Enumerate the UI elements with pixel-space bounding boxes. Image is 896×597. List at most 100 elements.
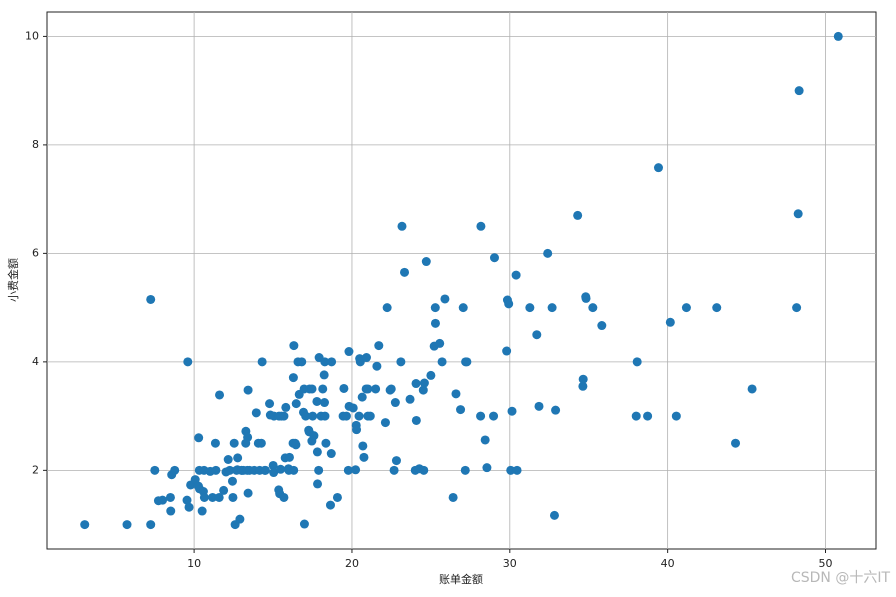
point xyxy=(225,465,235,475)
point xyxy=(391,456,401,466)
point xyxy=(326,449,336,459)
point xyxy=(243,432,253,442)
point xyxy=(284,452,294,462)
point xyxy=(374,341,384,351)
point xyxy=(352,425,362,435)
point xyxy=(665,317,675,327)
point xyxy=(348,403,358,413)
point xyxy=(532,330,542,340)
point xyxy=(228,492,238,502)
point xyxy=(419,465,429,475)
point xyxy=(208,492,218,502)
point xyxy=(365,411,375,421)
point xyxy=(578,381,588,391)
point xyxy=(265,399,275,409)
point xyxy=(489,253,499,263)
point xyxy=(405,394,415,404)
point xyxy=(341,411,351,421)
point xyxy=(170,465,180,475)
point xyxy=(235,514,245,524)
point xyxy=(400,267,410,277)
point xyxy=(460,465,470,475)
point xyxy=(312,396,322,406)
point xyxy=(653,163,663,173)
point xyxy=(184,502,194,512)
point xyxy=(251,408,261,418)
point xyxy=(671,411,681,421)
point xyxy=(146,294,156,304)
point xyxy=(507,406,517,416)
point xyxy=(223,455,233,464)
point xyxy=(211,465,221,475)
point xyxy=(361,353,371,363)
point xyxy=(534,401,544,411)
point xyxy=(543,248,553,258)
point xyxy=(631,411,641,421)
point xyxy=(288,373,298,383)
plot-frame xyxy=(46,11,877,550)
point xyxy=(351,465,361,475)
point xyxy=(547,303,557,313)
point xyxy=(307,384,317,394)
point xyxy=(227,476,237,486)
point xyxy=(382,303,392,313)
point xyxy=(313,479,323,489)
point xyxy=(194,433,204,443)
point xyxy=(321,438,331,448)
point xyxy=(456,405,466,415)
point xyxy=(551,405,561,415)
point xyxy=(318,384,328,394)
x-tick-label: 10 xyxy=(187,557,201,570)
y-tick-label: 6 xyxy=(32,246,39,259)
point xyxy=(279,492,289,502)
point xyxy=(166,506,176,516)
point xyxy=(451,389,461,399)
point xyxy=(276,464,286,474)
point xyxy=(279,411,289,421)
point xyxy=(511,270,521,280)
y-axis-label: 小费金额 xyxy=(6,258,20,302)
point xyxy=(418,385,428,395)
point xyxy=(243,488,253,498)
point xyxy=(197,506,207,516)
point xyxy=(319,398,329,408)
x-tick-label: 40 xyxy=(661,557,675,570)
y-tick-label: 8 xyxy=(32,138,39,151)
point xyxy=(462,357,472,367)
point xyxy=(319,370,329,380)
point xyxy=(363,384,373,394)
point xyxy=(578,374,588,384)
point xyxy=(165,492,175,502)
watermark: CSDN @十六IT xyxy=(791,570,890,586)
point xyxy=(430,318,440,328)
point xyxy=(327,357,337,367)
point xyxy=(426,370,436,380)
point xyxy=(199,492,209,502)
point xyxy=(332,492,342,502)
point xyxy=(260,465,270,475)
point xyxy=(183,357,193,367)
point xyxy=(344,347,354,357)
x-axis-label: 账单金额 xyxy=(439,572,483,586)
y-tick-label: 4 xyxy=(32,355,39,368)
point xyxy=(573,210,583,220)
point xyxy=(430,303,440,313)
point xyxy=(215,390,225,400)
point xyxy=(301,411,311,421)
point xyxy=(421,257,431,267)
point xyxy=(502,346,512,356)
point xyxy=(792,303,802,313)
point xyxy=(712,303,722,313)
point xyxy=(419,378,429,388)
point xyxy=(289,341,299,351)
point xyxy=(325,500,335,510)
point xyxy=(489,411,499,421)
x-tick-label: 30 xyxy=(503,557,517,570)
point xyxy=(354,411,364,421)
point xyxy=(256,438,266,448)
point xyxy=(482,463,492,473)
point xyxy=(243,385,253,395)
point xyxy=(435,338,445,348)
point xyxy=(681,303,691,313)
point xyxy=(233,453,243,463)
